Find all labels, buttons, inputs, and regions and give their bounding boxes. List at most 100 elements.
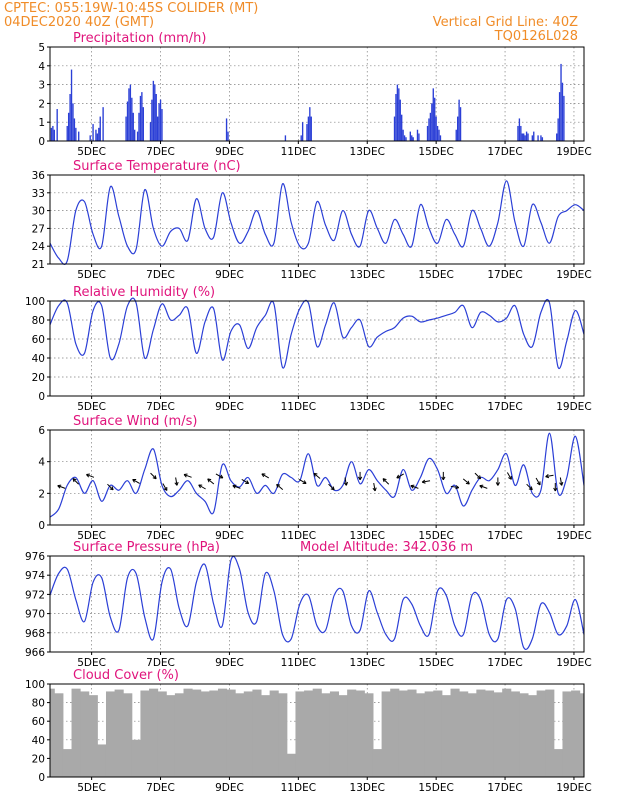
cloud-cover-bar — [381, 691, 391, 777]
precip-bar — [134, 129, 136, 141]
precip-bar — [459, 107, 462, 141]
cloud-cover-bar — [62, 749, 73, 777]
precip-bar — [520, 125, 522, 141]
x-tick-label: 13DEC — [350, 657, 385, 669]
x-tick-label: 13DEC — [350, 782, 385, 794]
x-tick-label: 7DEC — [146, 269, 175, 281]
panel-title: Surface Temperature (nC) — [73, 159, 241, 174]
cloud-cover-bar — [519, 693, 529, 777]
cloud-cover-bar — [269, 690, 279, 777]
cloud-cover-bar — [321, 693, 331, 777]
cloud-cover-bar — [235, 693, 245, 777]
precip-bar — [102, 107, 104, 141]
cloud-cover-bar — [329, 691, 340, 777]
precip-bar — [307, 116, 310, 141]
x-tick-label: 7DEC — [146, 657, 175, 669]
y-tick-label: 100 — [25, 296, 45, 308]
y-tick-label: 80 — [32, 315, 45, 327]
precip-bar — [456, 116, 459, 141]
wind-arrow — [174, 477, 179, 486]
x-tick-label: 15DEC — [418, 146, 453, 158]
wind-arrow — [328, 483, 335, 491]
x-tick-label: 15DEC — [418, 530, 453, 542]
precip-bar — [418, 133, 420, 141]
precip-bar — [75, 127, 77, 141]
y-tick-label: 33 — [32, 188, 45, 200]
precip-bar — [439, 135, 442, 141]
precip-bar — [225, 118, 228, 141]
wind-arrow — [241, 479, 250, 484]
chart-panels: Precipitation (mm/h) 0 1 2 3 4 5 5DEC 7DEC 9DEC 11… — [25, 31, 592, 794]
cloud-cover-bar — [252, 689, 262, 777]
y-tick-label: 21 — [32, 259, 45, 271]
precip-bar — [56, 109, 58, 141]
cloud-cover-bar — [502, 688, 512, 777]
precip-bar — [152, 80, 155, 141]
wind-arrow — [357, 471, 363, 481]
precip-bar — [435, 116, 437, 141]
precip-bar — [426, 125, 429, 141]
x-tick-label: 17DEC — [487, 401, 522, 413]
panel-title: Cloud Cover (%) — [73, 668, 179, 683]
wind-arrow — [421, 479, 431, 484]
y-tick-label: 966 — [25, 647, 45, 659]
cloud-cover-bar — [209, 690, 219, 777]
precip-bar — [429, 112, 432, 141]
wind-arrow — [198, 484, 206, 490]
cloud-cover-bar — [545, 689, 555, 777]
cloud-cover-bar — [304, 690, 314, 777]
precip-bar — [431, 103, 433, 141]
precip-bar — [438, 129, 440, 141]
surface-temperature-line — [49, 180, 585, 265]
cloud-cover-bar — [459, 691, 469, 777]
cloud-cover-bar — [226, 689, 236, 777]
x-tick-label: 19DEC — [556, 657, 591, 669]
precip-bar — [560, 63, 562, 141]
wind-arrow — [450, 485, 460, 490]
precip-bar — [436, 125, 439, 141]
cloud-cover-bar — [157, 691, 167, 777]
precip-bar — [306, 124, 308, 141]
precip-bar — [556, 133, 558, 141]
precip-bar — [151, 99, 153, 141]
cloud-cover-bar — [433, 690, 443, 777]
cloud-cover-panel: Cloud Cover (%) 0 20 40 60 80 100 5DEC 7DEC 9DEC 1… — [25, 668, 592, 794]
wind-arrow — [343, 477, 348, 486]
x-tick-label: 11DEC — [281, 401, 316, 413]
cloud-cover-bar — [88, 695, 98, 777]
precip-bar — [125, 116, 127, 141]
x-tick-label: 15DEC — [418, 782, 453, 794]
cloud-cover-bar — [50, 688, 55, 777]
precip-bar — [541, 137, 544, 141]
precip-bar — [72, 103, 74, 141]
cloud-cover-bar — [278, 693, 288, 777]
y-tick-label: 972 — [25, 589, 45, 601]
x-tick-label: 11DEC — [281, 782, 316, 794]
cloud-cover-bar — [131, 739, 141, 777]
precip-bar — [309, 107, 311, 141]
precip-bar — [128, 88, 130, 141]
x-tick-label: 19DEC — [556, 782, 591, 794]
precip-bar — [524, 135, 526, 141]
wind-arrow — [207, 478, 215, 485]
precip-bar — [412, 137, 414, 141]
cloud-cover-bar — [528, 695, 538, 777]
wind-arrow — [298, 479, 307, 484]
y-tick-label: 20 — [32, 753, 45, 765]
x-tick-label: 5DEC — [77, 401, 106, 413]
cloud-cover-bar — [536, 690, 546, 777]
cloud-cover-bar — [562, 691, 572, 777]
cloud-cover-bar — [140, 690, 150, 777]
x-tick-label: 15DEC — [418, 401, 453, 413]
cloud-cover-bar — [424, 691, 434, 777]
precip-bar — [129, 84, 132, 141]
panel-frame — [49, 555, 585, 653]
panel-frame — [49, 683, 585, 778]
precip-bar — [533, 131, 535, 141]
cloud-cover-bar — [174, 693, 184, 777]
cloud-cover-bar — [347, 689, 357, 777]
y-tick-label: 27 — [32, 223, 45, 235]
precip-bar — [70, 69, 73, 141]
precip-bar — [155, 94, 157, 141]
